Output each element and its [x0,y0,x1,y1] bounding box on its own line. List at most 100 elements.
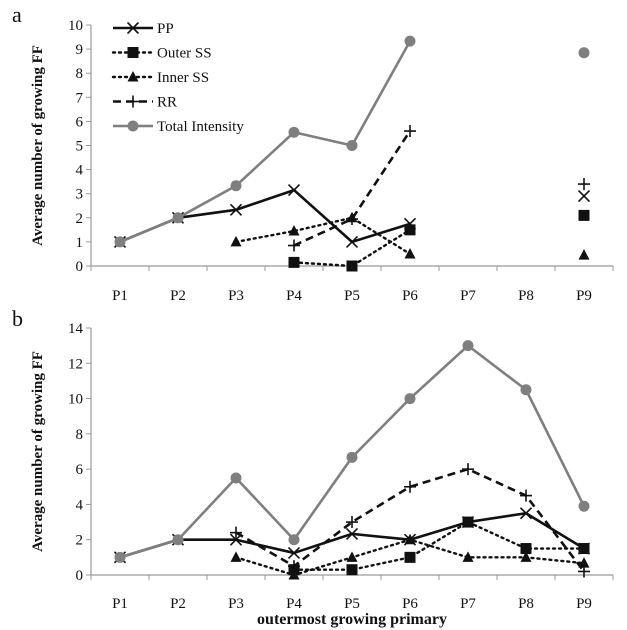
x-tick-label: P7 [460,596,476,612]
series-line [119,188,411,244]
y-tick-label: 6 [76,462,84,478]
data-point [519,507,533,520]
data-point [230,235,242,247]
series-inner-ss [230,533,590,580]
data-point [520,384,532,396]
y-tick-label: 7 [76,90,84,106]
x-tick-label: P4 [286,596,302,612]
data-point [346,564,358,576]
y-tick-label: 10 [68,18,83,34]
data-point [346,551,358,562]
legend-label: RR [157,95,177,111]
x-tick-label: P2 [170,596,186,612]
legend-label: PP [157,21,174,37]
data-point [288,126,300,138]
x-tick-label: P1 [112,288,128,304]
y-tick-label: 12 [68,356,83,372]
data-point [346,140,358,151]
y-tick-label: 8 [76,427,84,443]
x-tick-label: P3 [228,596,244,612]
y-tick-label: 9 [76,42,84,58]
y-tick-label: 0 [76,259,84,275]
data-point [230,526,242,539]
data-point [288,569,300,580]
series-line [119,40,412,244]
data-point [172,212,184,224]
y-axis-label: Average number of growing FF [30,45,46,246]
legend-label: Total Intensity [157,119,244,135]
legend-label: Inner SS [157,70,209,86]
legend-entry: Outer SS [111,46,212,62]
legend: PP Outer SS Inner SS RR Total Intensity [111,21,244,135]
series-total-intensity [114,35,590,248]
data-point [404,35,416,47]
x-tick-label: P8 [518,596,534,612]
y-tick-label: 0 [76,568,84,584]
series-rr [288,125,590,252]
x-tick-label: P5 [344,288,360,304]
data-point [404,247,416,259]
series-line [234,216,412,256]
data-point [346,516,358,529]
data-point [520,543,532,555]
data-point [288,239,300,252]
y-tick-label: 10 [68,392,83,408]
data-point [462,463,474,476]
legend-label: Outer SS [157,46,212,62]
data-point [462,340,474,352]
legend-marker [127,95,139,108]
y-tick-label: 6 [76,114,84,130]
data-point [404,533,416,545]
data-point [229,203,243,216]
data-point [404,125,416,138]
y-tick-label: 5 [76,139,84,155]
x-tick-label: P6 [402,288,418,304]
y-tick-label: 8 [76,66,84,82]
data-point [578,47,590,59]
x-tick-label: P6 [402,596,418,612]
data-point [288,560,300,573]
data-point [578,543,590,555]
y-tick-label: 4 [76,163,84,179]
legend-entry: RR [113,95,177,111]
series-outer-ss [288,209,590,272]
data-point [288,256,300,268]
data-point [345,235,359,248]
data-point [172,534,184,546]
data-point [287,546,301,560]
x-axis-label: outermost growing primary [257,611,447,628]
x-tick-label: P2 [170,288,186,304]
data-point [577,190,591,203]
legend-entry: Total Intensity [113,119,244,135]
x-tick-label: P4 [286,288,302,304]
y-tick-label: 1 [76,235,84,251]
x-tick-label: P9 [576,288,592,304]
y-tick-label: 3 [76,187,84,203]
chart-panel-a: a 0 1 2 3 4 5 6 7 8 9 10 P1 P2 P3 P4 P5 P6 P7 P8 P9 Average n… [12,2,614,304]
legend-marker [127,120,139,132]
legend-entry: Inner SS [111,70,209,86]
y-tick-label: 4 [76,497,84,513]
data-point [578,178,590,191]
data-point [578,557,590,568]
x-tick-label: P7 [460,288,476,304]
series-total-intensity [114,340,590,563]
data-point [288,534,300,546]
data-point [114,236,126,248]
x-tick-label: P5 [344,596,360,612]
data-point [520,489,532,502]
series-line [293,130,412,247]
data-point [578,209,590,221]
series-inner-ss [230,211,590,260]
data-point [404,393,416,405]
data-point [230,551,242,562]
series-rr [230,463,590,578]
data-point [114,551,126,563]
legend-marker [127,47,139,58]
legend-marker [126,21,140,35]
data-point [462,551,474,562]
panel-label: a [12,2,22,27]
data-point [404,480,416,493]
data-point [462,516,474,528]
